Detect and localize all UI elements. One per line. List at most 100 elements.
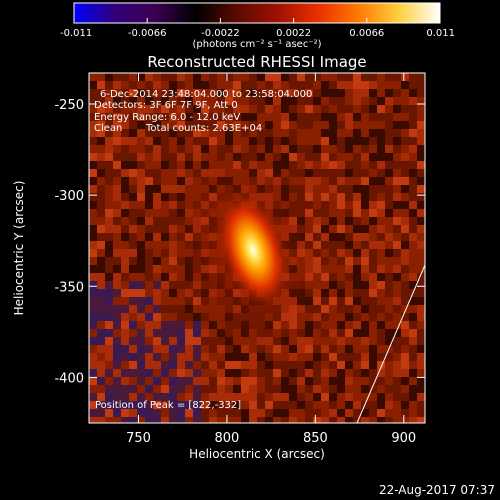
image-pixel: [225, 369, 233, 377]
image-pixel: [321, 337, 329, 345]
image-pixel: [361, 217, 369, 225]
image-pixel: [345, 201, 353, 209]
image-pixel: [345, 249, 353, 257]
image-pixel: [249, 121, 257, 129]
image-pixel: [113, 273, 121, 281]
image-pixel: [353, 241, 361, 249]
image-pixel: [289, 97, 297, 105]
image-pixel: [97, 145, 105, 153]
image-pixel: [369, 273, 377, 281]
image-pixel: [361, 313, 369, 321]
image-pixel: [209, 81, 217, 89]
image-pixel: [417, 129, 425, 137]
image-pixel: [169, 89, 177, 97]
image-pixel: [209, 353, 217, 361]
image-pixel: [209, 377, 217, 385]
image-pixel: [361, 385, 369, 393]
image-pixel: [353, 369, 361, 377]
image-pixel: [105, 73, 113, 81]
image-pixel: [201, 81, 209, 89]
image-pixel: [353, 161, 361, 169]
image-pixel: [361, 209, 369, 217]
image-pixel: [113, 121, 121, 129]
image-pixel: [129, 377, 137, 385]
image-pixel: [153, 81, 161, 89]
image-pixel: [337, 145, 345, 153]
image-pixel: [89, 129, 97, 137]
image-pixel: [409, 225, 417, 233]
image-pixel: [105, 353, 113, 361]
image-pixel: [105, 241, 113, 249]
image-pixel: [129, 297, 137, 305]
image-pixel: [305, 393, 313, 401]
image-pixel: [409, 297, 417, 305]
image-pixel: [297, 361, 305, 369]
image-pixel: [289, 417, 297, 423]
image-pixel: [377, 81, 385, 89]
image-pixel: [145, 217, 153, 225]
image-pixel: [137, 313, 145, 321]
image-pixel: [89, 273, 97, 281]
image-pixel: [121, 353, 129, 361]
image-pixel: [393, 273, 401, 281]
image-pixel: [129, 313, 137, 321]
image-pixel: [393, 81, 401, 89]
image-pixel: [393, 233, 401, 241]
image-pixel: [97, 97, 105, 105]
image-pixel: [97, 185, 105, 193]
image-pixel: [393, 249, 401, 257]
image-pixel: [313, 393, 321, 401]
image-pixel: [97, 369, 105, 377]
image-pixel: [345, 369, 353, 377]
image-pixel: [337, 249, 345, 257]
image-pixel: [385, 201, 393, 209]
image-pixel: [257, 393, 265, 401]
image-pixel: [345, 145, 353, 153]
image-pixel: [361, 81, 369, 89]
image-pixel: [161, 137, 169, 145]
image-pixel: [353, 145, 361, 153]
image-pixel: [209, 409, 217, 417]
image-pixel: [401, 113, 409, 121]
image-pixel: [241, 353, 249, 361]
image-pixel: [401, 137, 409, 145]
image-pixel: [225, 385, 233, 393]
image-pixel: [257, 385, 265, 393]
image-pixel: [305, 105, 313, 113]
image-pixel: [153, 89, 161, 97]
image-pixel: [353, 273, 361, 281]
image-pixel: [385, 89, 393, 97]
image-pixel: [289, 393, 297, 401]
image-pixel: [385, 113, 393, 121]
image-pixel: [121, 409, 129, 417]
image-pixel: [289, 161, 297, 169]
image-pixel: [305, 121, 313, 129]
x-tick-label: 900: [391, 431, 416, 446]
image-pixel: [257, 113, 265, 121]
image-pixel: [89, 401, 97, 409]
image-pixel: [177, 121, 185, 129]
image-pixel: [265, 73, 273, 81]
image-pixel: [361, 241, 369, 249]
image-pixel: [337, 305, 345, 313]
image-pixel: [153, 321, 161, 329]
image-pixel: [361, 417, 369, 423]
image-pixel: [409, 81, 417, 89]
image-pixel: [217, 105, 225, 113]
image-pixel: [345, 377, 353, 385]
image-pixel: [377, 409, 385, 417]
image-pixel: [169, 369, 177, 377]
colorbar-ticks: -0.011 -0.0066 -0.0022 0.0022 0.0066 0.011: [60, 18, 455, 39]
image-pixel: [369, 193, 377, 201]
image-pixel: [313, 377, 321, 385]
image-pixel: [177, 145, 185, 153]
y-axis-label: Heliocentric Y (arcsec): [12, 181, 26, 316]
image-pixel: [161, 193, 169, 201]
image-pixel: [329, 121, 337, 129]
image-pixel: [385, 257, 393, 265]
image-pixel: [201, 409, 209, 417]
image-pixel: [377, 105, 385, 113]
image-pixel: [145, 73, 153, 81]
image-pixel: [145, 233, 153, 241]
image-pixel: [185, 361, 193, 369]
